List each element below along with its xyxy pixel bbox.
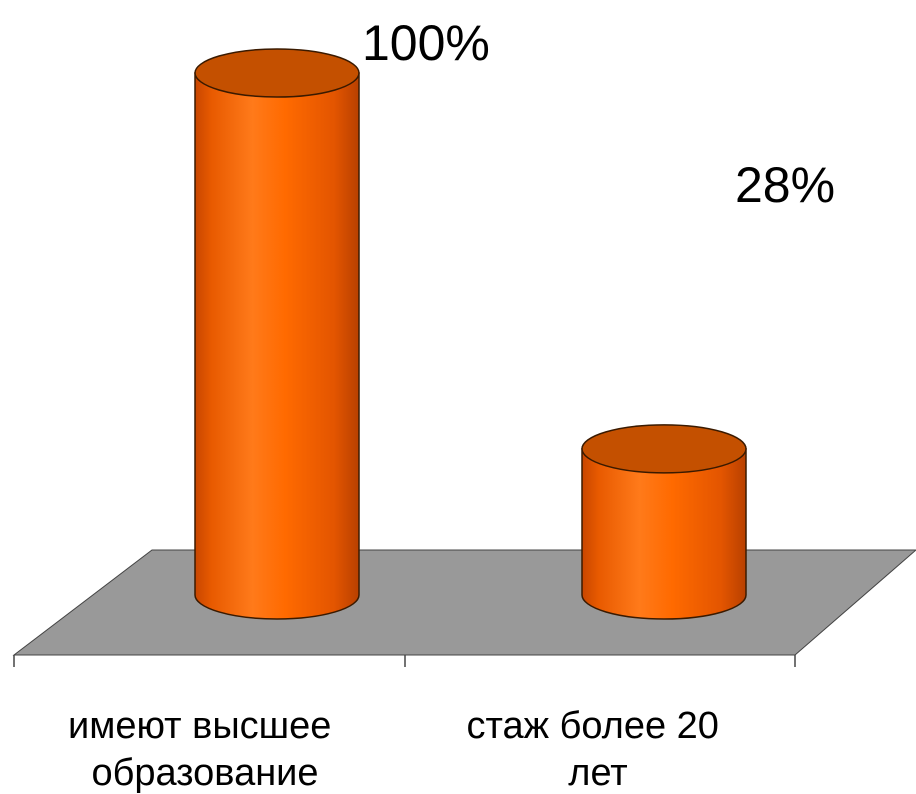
bar-2 — [581, 424, 747, 620]
bar-1-body — [194, 72, 360, 620]
chart-floor — [12, 549, 916, 656]
bar-1 — [194, 48, 360, 620]
data-label-2: 28% — [735, 157, 835, 213]
category-label-2: стаж более 20 лет — [467, 705, 730, 794]
category-label-2-line-1: стаж более 20 — [467, 705, 719, 747]
bar-2-body — [581, 448, 747, 620]
category-label-1-line-1: имеют высшее — [68, 705, 331, 747]
category-label-1-line-2: образование — [91, 752, 318, 794]
data-label-1: 100% — [362, 15, 490, 71]
category-label-1: имеют высшее образование — [68, 705, 342, 794]
bar-2-top — [581, 424, 747, 474]
bar-1-top — [194, 48, 360, 98]
category-label-2-line-2: лет — [568, 752, 627, 794]
bars-layer — [194, 48, 747, 620]
